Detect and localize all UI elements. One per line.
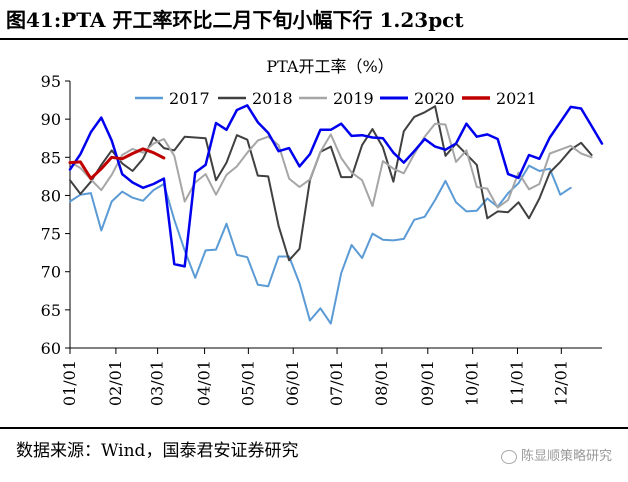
series-line-2021: [68, 147, 166, 181]
legend-label-2020: 2020: [414, 89, 455, 108]
x-tick-label: 08/01: [372, 360, 391, 406]
series-line-2019: [69, 122, 593, 209]
x-tick-label: 11/01: [508, 360, 527, 406]
watermark: 陈显顺策略研究: [500, 445, 612, 464]
series-line-2020: [68, 104, 604, 268]
x-tick-label: 03/01: [148, 360, 167, 406]
series-line-2017: [69, 164, 572, 325]
plot-area: 60 65 70 75 80 85 90 95 01/01 02/01 03/01 04/01 05/0…: [41, 57, 604, 406]
legend-label-2017: 2017: [169, 89, 210, 108]
watermark-text: 陈显顺策略研究: [520, 449, 612, 464]
y-tick-label: 65: [41, 301, 61, 320]
source-note: 数据来源：Wind，国泰君安证券研究: [16, 441, 299, 461]
legend-label-2018: 2018: [252, 89, 293, 108]
x-tick-label: 01/01: [60, 360, 79, 406]
line-chart: 60 65 70 75 80 85 90 95 01/01 02/01 03/01 04/01 05/0…: [41, 57, 604, 406]
chart-title: PTA开工率（%）: [266, 57, 393, 76]
y-tick-label: 75: [41, 225, 61, 244]
y-tick-label: 60: [41, 339, 61, 358]
x-tick-label: 10/01: [463, 360, 482, 406]
wechat-icon: [500, 449, 517, 464]
x-tick-label: 09/01: [418, 360, 437, 406]
x-tick-label: 06/01: [283, 360, 302, 406]
x-tick-label: 05/01: [238, 360, 257, 406]
y-tick-label: 85: [41, 148, 61, 167]
y-tick-label: 70: [41, 263, 61, 282]
top-rule: [0, 38, 628, 40]
bottom-rule: [0, 427, 628, 429]
legend-label-2021: 2021: [496, 89, 537, 108]
legend-label-2019: 2019: [333, 89, 374, 108]
y-tick-label: 90: [41, 110, 61, 129]
x-tick-label: 07/01: [327, 360, 346, 406]
x-tick-label: 12/01: [551, 360, 570, 406]
y-tick-label: 95: [41, 72, 61, 91]
figure-title: 图41:PTA 开工率环比二月下旬小幅下行 1.23pct: [6, 8, 464, 32]
y-tick-label: 80: [41, 186, 61, 205]
x-tick-label: 02/01: [106, 360, 125, 406]
x-tick-label: 04/01: [195, 360, 214, 406]
